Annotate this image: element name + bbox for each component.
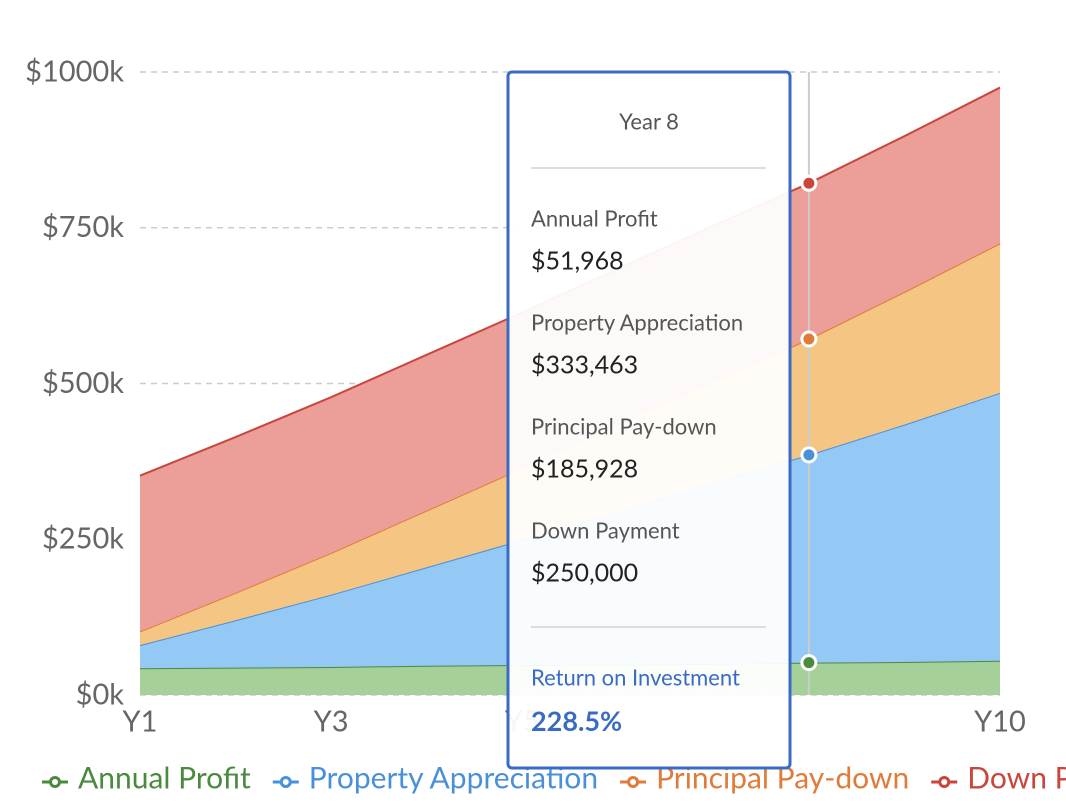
x-tick-label: Y3	[314, 703, 349, 738]
hover-point	[800, 174, 818, 192]
hover-point	[800, 330, 818, 348]
hover-point	[800, 446, 818, 464]
x-tick-label: Y10	[974, 703, 1026, 738]
tooltip-box	[506, 70, 792, 770]
roi-value: 228.5%	[531, 704, 622, 737]
legend-label: Annual Profit	[78, 760, 251, 796]
y-tick-label: $0k	[76, 676, 125, 711]
legend-marker	[279, 776, 292, 788]
y-tick-label: $500k	[42, 365, 124, 400]
hover-point	[800, 654, 818, 672]
tooltip-label: Down Payment	[531, 517, 680, 544]
tooltip-label: Annual Profit	[531, 205, 658, 232]
y-tick-label: $250k	[42, 521, 124, 556]
tooltip-value: $333,463	[531, 349, 638, 379]
tooltip-label: Principal Pay-down	[531, 413, 717, 440]
legend-item: Down Payment	[931, 760, 1066, 796]
legend-item: Annual Profit	[42, 760, 251, 796]
tooltip-value: $250,000	[531, 557, 638, 587]
y-tick-label: $750k	[42, 209, 124, 244]
tooltip: Year 8 Annual Profit $51,968 Property Appre…	[506, 70, 792, 770]
tooltip-title: Year 8	[619, 108, 679, 135]
area	[140, 243, 1000, 646]
legend-label: Down Payment	[967, 760, 1066, 796]
tooltip-label: Property Appreciation	[531, 309, 743, 336]
x-tick-label: Y1	[123, 703, 158, 738]
y-tick-label: $1000k	[25, 53, 124, 88]
legend-marker	[938, 776, 951, 788]
tooltip-value: $185,928	[531, 453, 638, 483]
tooltip-value: $51,968	[531, 245, 624, 275]
roi-label: Return on Investment	[531, 664, 740, 691]
legend-marker	[627, 776, 640, 788]
legend-marker	[49, 776, 61, 788]
